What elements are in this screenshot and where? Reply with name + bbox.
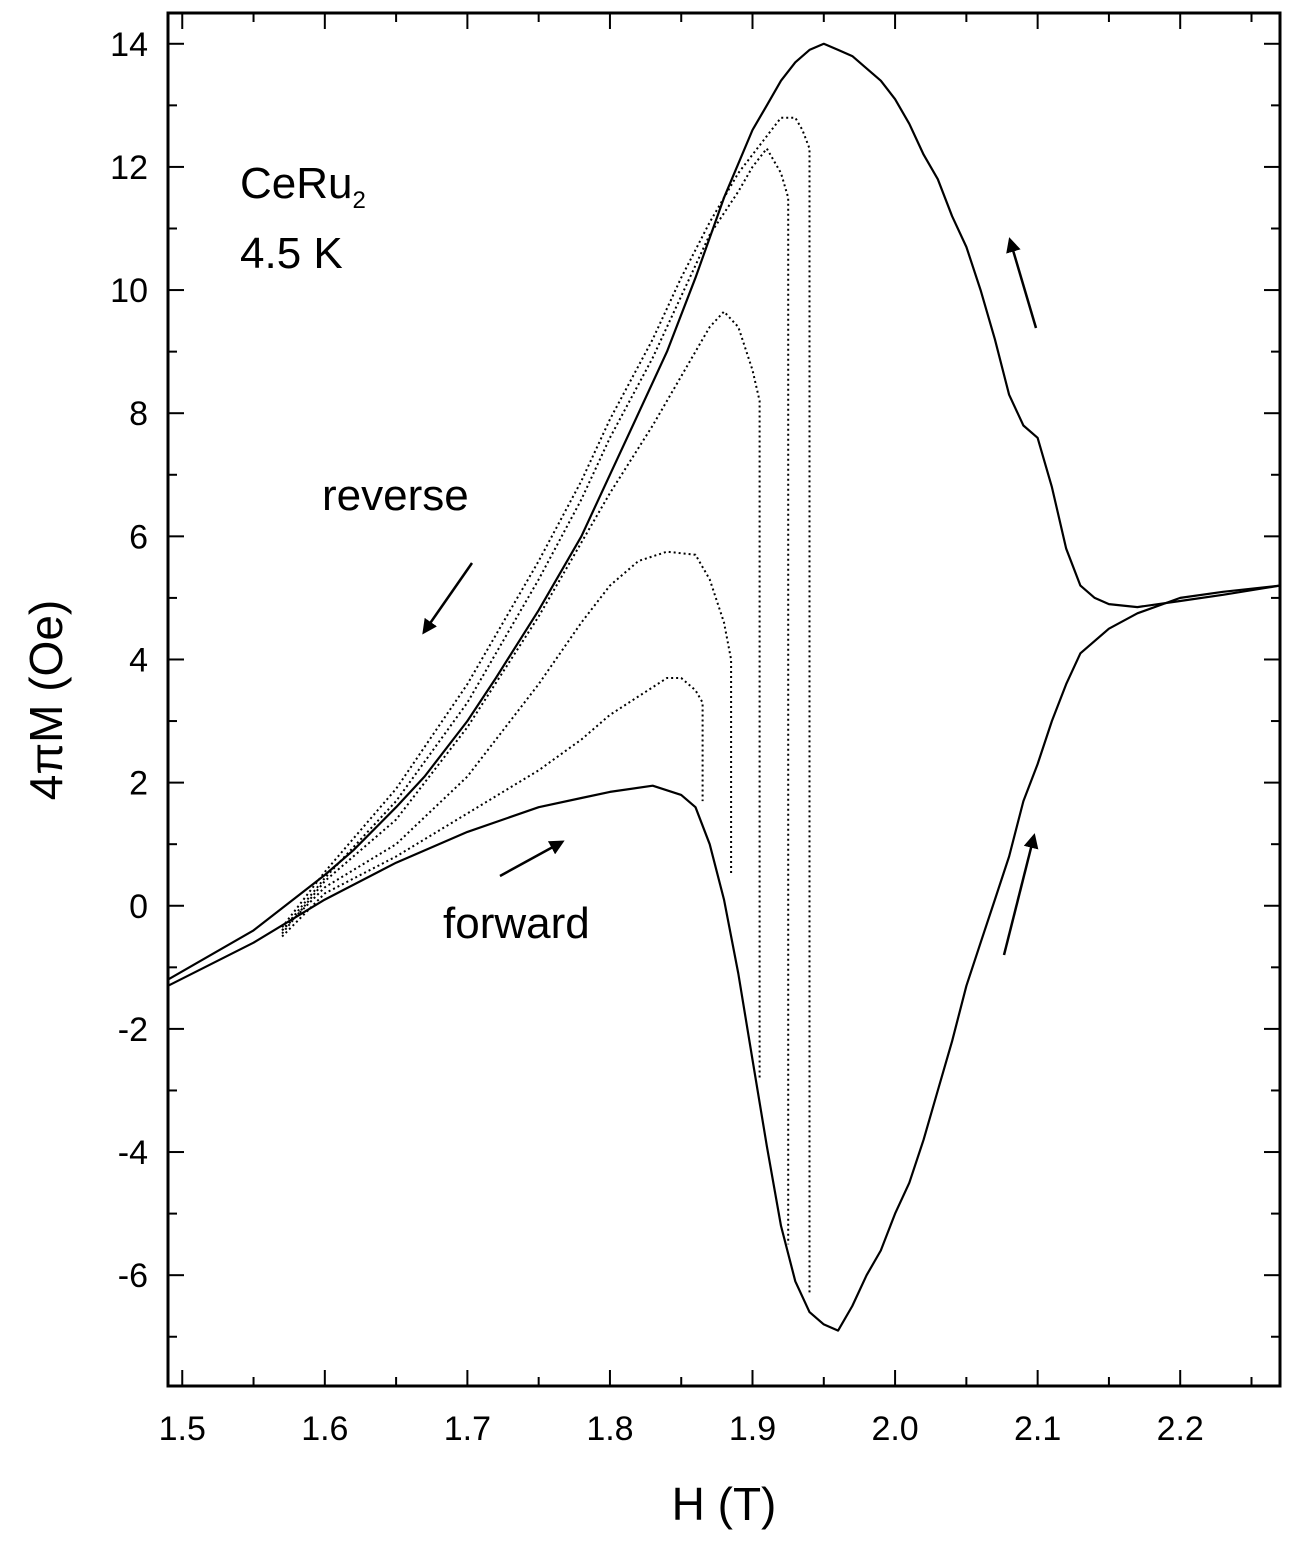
minor-loop-curve (281, 147, 790, 1245)
y-tick-label: 0 (129, 888, 148, 926)
temperature-label: 4.5 K (240, 229, 343, 278)
forward-arrow (499, 840, 565, 878)
y-tick-label: 6 (129, 518, 148, 556)
y-tick-label: 10 (110, 272, 148, 310)
material-subscript: 2 (353, 187, 366, 214)
main-loop-curve (167, 584, 1281, 1332)
reverse-label: reverse (322, 471, 469, 520)
material-label: CeRu2 (240, 159, 366, 214)
minor-loop-curve (281, 116, 811, 1294)
upper-branch-arrow (1006, 237, 1038, 329)
minor-loop-curve (281, 550, 733, 932)
y-tick-label: -4 (118, 1134, 148, 1172)
x-tick-label: 2.0 (871, 1410, 918, 1448)
series-layer (167, 42, 1281, 1332)
axis-ticks (168, 13, 1280, 1386)
x-axis-title: H (T) (672, 1478, 777, 1530)
y-tick-label: 14 (110, 26, 148, 64)
forward-label: forward (443, 899, 590, 948)
y-tick-label: 12 (110, 149, 148, 187)
reverse-arrow (422, 562, 474, 635)
axis-tick-labels: 1.5 1.6 1.7 1.8 1.9 2.0 2.1 2.2 -6 -4 -2 0 2 4 6 8 10 12 1… (110, 26, 1204, 1448)
x-tick-label: 2.1 (1014, 1410, 1061, 1448)
y-tick-label: -2 (118, 1011, 148, 1049)
y-tick-label: 8 (129, 395, 148, 433)
y-tick-label: -6 (118, 1257, 148, 1295)
x-tick-label: 1.7 (444, 1410, 491, 1448)
minor-loop-curve (281, 310, 761, 1079)
x-tick-label: 1.5 (159, 1410, 206, 1448)
plot-frame (166, 11, 1282, 1388)
x-tick-label: 1.6 (301, 1410, 348, 1448)
x-tick-label: 1.9 (729, 1410, 776, 1448)
y-tick-label: 4 (129, 641, 148, 679)
y-tick-label: 2 (129, 765, 148, 803)
minor-loop-curve (281, 677, 704, 938)
y-axis-title: 4πM (Oe) (20, 600, 72, 800)
main-loop-curve (167, 42, 1281, 981)
x-tick-label: 2.2 (1157, 1410, 1204, 1448)
material-main: CeRu (240, 159, 353, 208)
lower-branch-arrow (1002, 833, 1039, 956)
x-tick-label: 1.8 (586, 1410, 633, 1448)
